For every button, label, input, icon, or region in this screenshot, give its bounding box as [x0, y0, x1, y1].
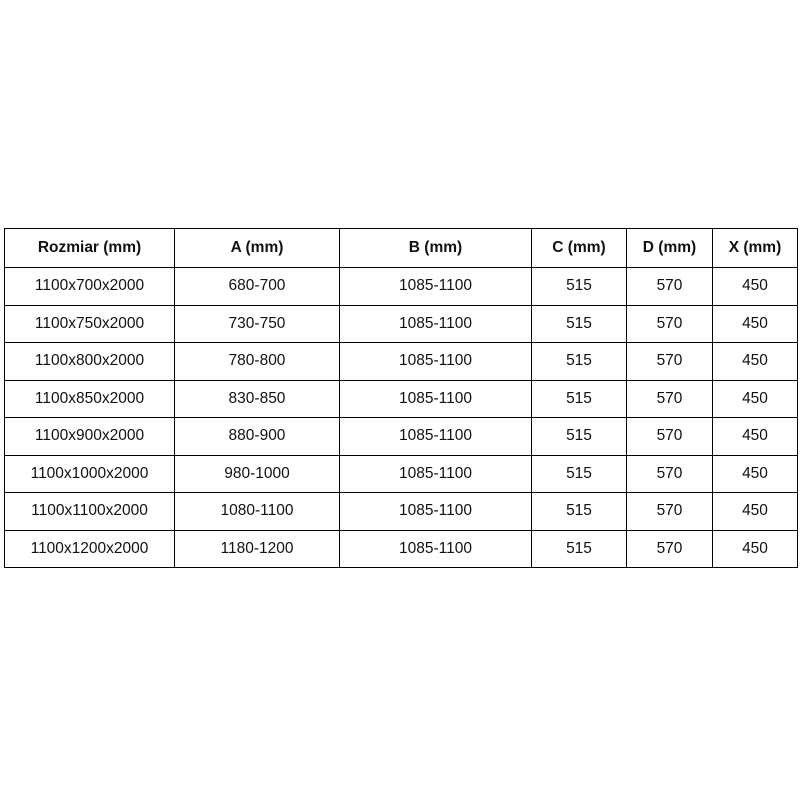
cell-x: 450	[712, 304, 798, 343]
cell-c: 515	[531, 492, 627, 531]
cell-b: 1085-1100	[339, 342, 532, 381]
cell-a: 1180-1200	[174, 529, 340, 568]
cell-c: 515	[531, 379, 627, 418]
table-row: 1100x700x2000 680-700 1085-1100 515 570 450	[4, 267, 798, 306]
cell-a: 780-800	[174, 342, 340, 381]
cell-a: 1080-1100	[174, 492, 340, 531]
cell-b: 1085-1100	[339, 492, 532, 531]
cell-d: 570	[626, 342, 713, 381]
cell-a: 730-750	[174, 304, 340, 343]
cell-d: 570	[626, 492, 713, 531]
dimensions-table: Rozmiar (mm) A (mm) B (mm) C (mm) D (mm) X (m…	[4, 228, 798, 568]
cell-a: 880-900	[174, 417, 340, 456]
table-row: 1100x800x2000 780-800 1085-1100 515 570 450	[4, 342, 798, 381]
cell-c: 515	[531, 267, 627, 306]
cell-b: 1085-1100	[339, 267, 532, 306]
cell-size: 1100x900x2000	[4, 417, 175, 456]
table-row: 1100x1200x2000 1180-1200 1085-1100 515 570 45…	[4, 529, 798, 568]
column-header-size: Rozmiar (mm)	[4, 228, 175, 268]
cell-x: 450	[712, 492, 798, 531]
cell-a: 980-1000	[174, 454, 340, 493]
cell-c: 515	[531, 529, 627, 568]
cell-a: 830-850	[174, 379, 340, 418]
cell-x: 450	[712, 529, 798, 568]
cell-d: 570	[626, 529, 713, 568]
table-row: 1100x1000x2000 980-1000 1085-1100 515 570 450	[4, 454, 798, 493]
table-row: 1100x750x2000 730-750 1085-1100 515 570 450	[4, 304, 798, 343]
cell-b: 1085-1100	[339, 417, 532, 456]
cell-x: 450	[712, 342, 798, 381]
table-row: 1100x1100x2000 1080-1100 1085-1100 515 570 45…	[4, 492, 798, 531]
cell-x: 450	[712, 417, 798, 456]
column-header-c: C (mm)	[531, 228, 627, 268]
cell-b: 1085-1100	[339, 304, 532, 343]
column-header-b: B (mm)	[339, 228, 532, 268]
cell-size: 1100x1200x2000	[4, 529, 175, 568]
cell-a: 680-700	[174, 267, 340, 306]
cell-d: 570	[626, 417, 713, 456]
cell-d: 570	[626, 267, 713, 306]
table-row: 1100x900x2000 880-900 1085-1100 515 570 450	[4, 417, 798, 456]
cell-c: 515	[531, 454, 627, 493]
cell-d: 570	[626, 379, 713, 418]
cell-size: 1100x800x2000	[4, 342, 175, 381]
cell-c: 515	[531, 417, 627, 456]
cell-x: 450	[712, 454, 798, 493]
column-header-d: D (mm)	[626, 228, 713, 268]
column-header-a: A (mm)	[174, 228, 340, 268]
cell-size: 1100x850x2000	[4, 379, 175, 418]
cell-size: 1100x700x2000	[4, 267, 175, 306]
cell-b: 1085-1100	[339, 529, 532, 568]
table-row: 1100x850x2000 830-850 1085-1100 515 570 450	[4, 379, 798, 418]
cell-d: 570	[626, 304, 713, 343]
cell-size: 1100x750x2000	[4, 304, 175, 343]
column-header-x: X (mm)	[712, 228, 798, 268]
cell-size: 1100x1100x2000	[4, 492, 175, 531]
cell-c: 515	[531, 342, 627, 381]
cell-x: 450	[712, 379, 798, 418]
cell-d: 570	[626, 454, 713, 493]
cell-b: 1085-1100	[339, 454, 532, 493]
cell-size: 1100x1000x2000	[4, 454, 175, 493]
cell-c: 515	[531, 304, 627, 343]
cell-b: 1085-1100	[339, 379, 532, 418]
header-row: Rozmiar (mm) A (mm) B (mm) C (mm) D (mm) X (m…	[4, 228, 798, 268]
cell-x: 450	[712, 267, 798, 306]
